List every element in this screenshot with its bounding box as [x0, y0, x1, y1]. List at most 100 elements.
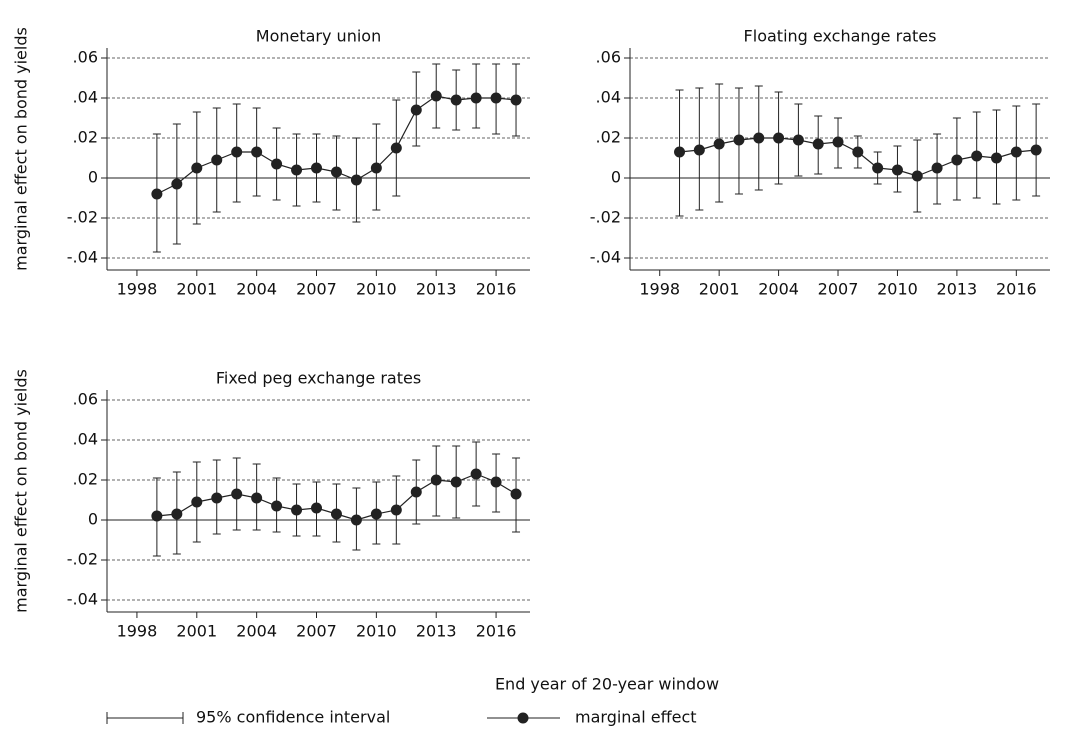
effect-point [753, 132, 765, 144]
legend-dot-symbol [517, 712, 529, 724]
effect-point [430, 90, 442, 102]
panel-title: Monetary union [256, 27, 381, 46]
y-tick-label: .04 [73, 88, 98, 107]
effect-point [251, 146, 263, 158]
effect-point [911, 170, 923, 182]
effect-point [693, 144, 705, 156]
effect-point [832, 136, 844, 148]
effect-point [291, 164, 303, 176]
x-tick-label: 2010 [356, 280, 397, 299]
x-tick-label: 2001 [176, 622, 217, 641]
effect-point [450, 476, 462, 488]
x-tick-label: 2004 [758, 280, 799, 299]
x-tick-label: 1998 [639, 280, 680, 299]
effect-point [674, 146, 686, 158]
legend: 95% confidence interval marginal effect [106, 708, 697, 727]
effect-point [410, 486, 422, 498]
effect-point [852, 146, 864, 158]
x-tick-label: 1998 [117, 280, 158, 299]
y-tick-label: -.02 [67, 550, 98, 569]
x-tick-label: 2013 [416, 622, 457, 641]
effect-point [490, 476, 502, 488]
legend-label: 95% confidence interval [196, 708, 390, 727]
effect-point [510, 488, 522, 500]
effect-point [151, 510, 163, 522]
effect-point [350, 514, 362, 526]
effect-point [191, 162, 203, 174]
y-tick-label: .02 [596, 128, 621, 147]
effect-point [231, 146, 243, 158]
x-tick-label: 2004 [236, 280, 277, 299]
x-tick-label: 2013 [937, 280, 978, 299]
effect-point [951, 154, 963, 166]
x-tick-label: 2010 [877, 280, 918, 299]
effect-point [991, 152, 1003, 164]
y-tick-label: -.04 [67, 590, 98, 609]
y-tick-label: -.02 [67, 208, 98, 227]
x-tick-label: 2016 [996, 280, 1037, 299]
y-tick-label: .06 [73, 48, 98, 67]
effect-point [311, 502, 323, 514]
effect-point [350, 174, 362, 186]
effect-point [390, 142, 402, 154]
panel-title: Fixed peg exchange rates [216, 369, 421, 388]
effect-point [311, 162, 323, 174]
effect-point [1010, 146, 1022, 158]
y-tick-label: 0 [88, 510, 98, 529]
x-tick-label: 2013 [416, 280, 457, 299]
y-tick-label: -.02 [590, 208, 621, 227]
effect-point [792, 134, 804, 146]
y-tick-label: 0 [611, 168, 621, 187]
x-tick-label: 2016 [476, 622, 517, 641]
effect-point [713, 138, 725, 150]
x-axis-label: End year of 20-year window [495, 675, 719, 694]
effect-point [971, 150, 983, 162]
effect-point [490, 92, 502, 104]
x-tick-label: 2007 [818, 280, 859, 299]
x-tick-label: 2016 [476, 280, 517, 299]
effect-point [191, 496, 203, 508]
effect-point [211, 492, 223, 504]
effect-point [390, 504, 402, 516]
effect-point [171, 508, 183, 520]
effect-point [1030, 144, 1042, 156]
y-axis-label: marginal effect on bond yields [12, 27, 31, 271]
effect-point [330, 166, 342, 178]
effect-point [271, 500, 283, 512]
effect-point [330, 508, 342, 520]
y-tick-label: 0 [88, 168, 98, 187]
y-axis-label: marginal effect on bond yields [12, 369, 31, 613]
effect-point [872, 162, 884, 174]
x-tick-label: 2007 [296, 622, 337, 641]
y-tick-label: .06 [73, 390, 98, 409]
y-tick-label: .02 [73, 470, 98, 489]
effect-point [211, 154, 223, 166]
effect-point [410, 104, 422, 116]
effect-point [470, 92, 482, 104]
x-tick-label: 2001 [699, 280, 740, 299]
effect-point [231, 488, 243, 500]
effect-point [733, 134, 745, 146]
y-tick-label: .06 [596, 48, 621, 67]
effect-point [430, 474, 442, 486]
y-tick-label: -.04 [67, 248, 98, 267]
effect-point [370, 508, 382, 520]
panel-title: Floating exchange rates [744, 27, 937, 46]
y-tick-label: .02 [73, 128, 98, 147]
effect-point [370, 162, 382, 174]
y-tick-label: -.04 [590, 248, 621, 267]
effect-point [171, 178, 183, 190]
y-tick-label: .04 [73, 430, 98, 449]
effect-point [773, 132, 785, 144]
effect-point [931, 162, 943, 174]
effect-point [251, 492, 263, 504]
effect-point [291, 504, 303, 516]
effect-point [450, 94, 462, 106]
effect-point [510, 94, 522, 106]
y-tick-label: .04 [596, 88, 621, 107]
x-tick-label: 2001 [176, 280, 217, 299]
x-tick-label: 1998 [117, 622, 158, 641]
x-tick-label: 2007 [296, 280, 337, 299]
effect-point [891, 164, 903, 176]
effect-point [151, 188, 163, 200]
